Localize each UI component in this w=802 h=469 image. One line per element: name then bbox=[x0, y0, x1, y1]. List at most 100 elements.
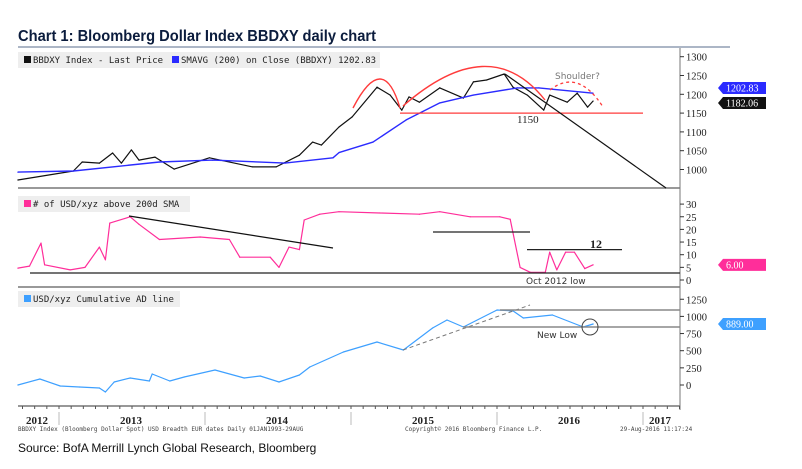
data-point bbox=[278, 381, 280, 383]
y-tick-label: 1150 bbox=[686, 109, 707, 120]
source-note: Source: BofA Merrill Lynch Global Resear… bbox=[18, 441, 316, 455]
last-value-tag bbox=[718, 318, 766, 331]
data-point bbox=[138, 223, 140, 225]
last-value-label: 889.00 bbox=[726, 320, 754, 331]
data-point bbox=[298, 249, 300, 251]
y-tick-label: 15 bbox=[686, 238, 697, 249]
data-point bbox=[573, 251, 575, 253]
data-point bbox=[376, 341, 378, 343]
data-point bbox=[138, 159, 140, 161]
head-arc bbox=[402, 65, 546, 107]
data-point bbox=[303, 219, 305, 221]
data-point bbox=[332, 157, 334, 159]
y-tick-label: 1000 bbox=[686, 166, 707, 177]
series-line--of-usd-xyz-above-200d-sma bbox=[17, 211, 594, 273]
y-tick-label: 1000 bbox=[686, 312, 707, 323]
data-point bbox=[39, 378, 41, 380]
data-point bbox=[401, 109, 403, 111]
x-year-label: 2016 bbox=[558, 415, 581, 427]
data-point bbox=[252, 166, 254, 168]
data-point bbox=[212, 159, 214, 161]
data-point bbox=[556, 269, 558, 271]
data-point bbox=[98, 162, 100, 164]
data-point bbox=[284, 162, 286, 164]
legend-middle bbox=[18, 196, 190, 212]
data-point bbox=[98, 387, 100, 389]
data-point bbox=[543, 109, 545, 111]
legend-label-price: BBDXY Index - Last Price bbox=[33, 56, 163, 66]
data-point bbox=[130, 149, 132, 151]
data-point bbox=[376, 86, 378, 88]
data-point bbox=[472, 81, 474, 83]
data-point bbox=[509, 218, 511, 220]
data-point bbox=[469, 216, 471, 218]
y-tick-label: 1050 bbox=[686, 147, 707, 158]
data-point bbox=[432, 327, 434, 329]
data-point bbox=[40, 242, 42, 244]
shoulder-label: Shoulder? bbox=[555, 72, 600, 82]
data-point bbox=[379, 212, 381, 214]
y-tick-label: 1200 bbox=[686, 90, 707, 101]
data-point bbox=[112, 152, 114, 154]
y-tick-label: 250 bbox=[686, 364, 702, 375]
data-point bbox=[320, 144, 322, 146]
new-low-circle bbox=[581, 318, 599, 336]
chart-title: Chart 1: Bloomberg Dollar Index BBDXY da… bbox=[18, 28, 377, 45]
data-point bbox=[503, 73, 505, 75]
y-tick-label: 5 bbox=[686, 263, 691, 274]
data-point bbox=[592, 100, 594, 102]
data-point bbox=[84, 266, 86, 268]
data-point bbox=[154, 156, 156, 158]
data-point bbox=[183, 376, 185, 378]
legend-swatch-sma bbox=[172, 56, 179, 63]
data-point bbox=[269, 256, 271, 258]
data-point bbox=[120, 162, 122, 164]
y-tick-label: 750 bbox=[686, 330, 702, 341]
data-point bbox=[309, 366, 311, 368]
data-point bbox=[512, 86, 514, 88]
data-point bbox=[319, 213, 321, 215]
footer-right: 29-Aug-2016 11:17:24 bbox=[620, 426, 693, 433]
last-value-label: 1182.06 bbox=[726, 99, 758, 110]
y-tick-label: 1250 bbox=[686, 72, 707, 83]
data-point bbox=[439, 211, 441, 213]
right-shoulder-arc bbox=[549, 81, 604, 108]
data-point bbox=[214, 369, 216, 371]
data-point bbox=[158, 238, 160, 241]
data-point bbox=[104, 391, 106, 393]
data-point bbox=[351, 116, 353, 118]
new-low-label: New Low bbox=[537, 331, 577, 341]
y-tick-label: 1300 bbox=[686, 53, 707, 64]
y-tick-label: 1100 bbox=[686, 128, 707, 139]
data-point bbox=[439, 102, 441, 104]
legend-label-ad: USD/xyz Cumulative AD line bbox=[33, 295, 174, 305]
data-point bbox=[418, 101, 420, 103]
breadth-trend-line bbox=[128, 215, 334, 249]
data-point bbox=[526, 94, 528, 96]
low-label: Oct 2012 low bbox=[526, 277, 586, 287]
data-point bbox=[113, 381, 115, 383]
y-tick-label: 10 bbox=[686, 251, 697, 262]
x-year-label: 2014 bbox=[266, 415, 289, 427]
data-point bbox=[522, 317, 524, 319]
footer-center: Copyright© 2016 Bloomberg Finance L.P. bbox=[405, 426, 542, 433]
data-point bbox=[486, 79, 488, 81]
last-value-label: 6.00 bbox=[726, 260, 744, 271]
data-point bbox=[584, 268, 586, 270]
data-point bbox=[538, 87, 540, 89]
data-point bbox=[472, 94, 474, 96]
legend-label-breadth: # of USD/xyz above 200d SMA bbox=[33, 200, 180, 210]
data-point bbox=[98, 246, 100, 248]
x-year-label: 2015 bbox=[412, 415, 435, 427]
data-point bbox=[169, 380, 171, 382]
data-point bbox=[389, 94, 391, 96]
data-point bbox=[372, 141, 374, 143]
y-tick-label: 0 bbox=[686, 276, 691, 287]
data-point bbox=[148, 380, 150, 382]
legend-top bbox=[18, 52, 380, 68]
data-point bbox=[44, 264, 46, 266]
last-value-tag bbox=[718, 97, 766, 109]
series-line-smavg-200-on-close-bbdxy- bbox=[17, 87, 594, 173]
